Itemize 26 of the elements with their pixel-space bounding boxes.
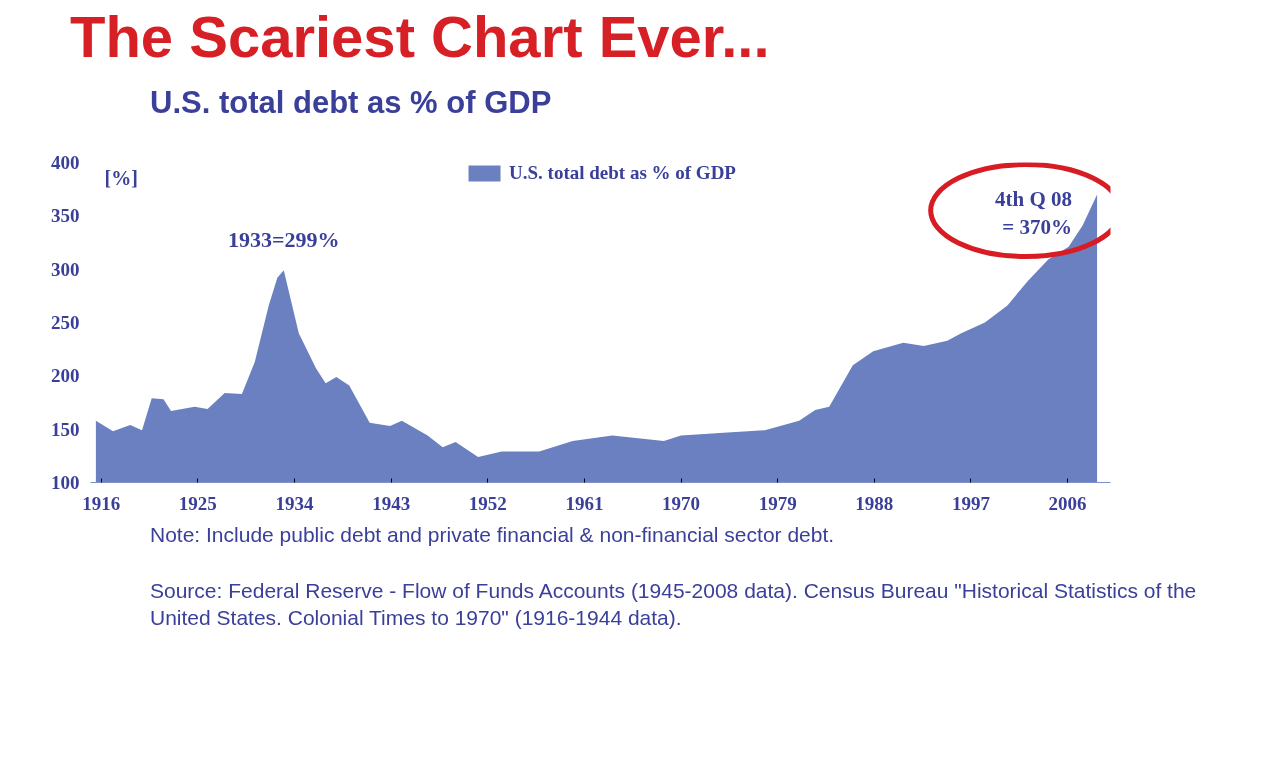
x-tick-label: 1988 bbox=[855, 492, 894, 514]
legend-label: U.S. total debt as % of GDP bbox=[509, 162, 736, 184]
y-tick-label: 200 bbox=[51, 365, 80, 387]
x-tick-label: 1916 bbox=[82, 492, 121, 514]
x-tick-label: 1952 bbox=[468, 492, 507, 514]
y-tick-label: 350 bbox=[51, 205, 80, 227]
y-axis-title: [%] bbox=[104, 166, 138, 189]
x-tick-label: 1961 bbox=[565, 492, 604, 514]
chart-subtitle: U.S. total debt as % of GDP bbox=[150, 84, 552, 122]
x-tick-label: 1943 bbox=[372, 492, 411, 514]
y-tick-label: 300 bbox=[51, 258, 80, 280]
y-tick-label: 250 bbox=[51, 312, 80, 333]
chart-title: The Scariest Chart Ever... bbox=[70, 4, 770, 69]
y-tick-label: 400 bbox=[51, 152, 80, 173]
source-note: Source: Federal Reserve - Flow of Funds Accounts (1945-2008 data). Census Bureau "Historical Statistics of the United States. Colonial Times to 1970" (1916-1944 data). bbox=[150, 578, 1198, 631]
x-tick-label: 1934 bbox=[275, 492, 314, 514]
y-tick-label: 150 bbox=[51, 418, 80, 440]
y-tick-label: 100 bbox=[51, 472, 80, 493]
x-tick-label: 1997 bbox=[951, 492, 991, 514]
annotation: 1933=299% bbox=[228, 227, 340, 253]
x-tick-label: 1970 bbox=[662, 492, 701, 514]
x-tick-label: 2006 bbox=[1048, 492, 1087, 514]
annotation: 4th Q 08 = 370% bbox=[995, 186, 1073, 240]
text: Note: Include public debt and private financial & non-financial sector debt. bbox=[150, 522, 835, 548]
x-tick-label: 1979 bbox=[758, 492, 797, 514]
x-tick-label: 1925 bbox=[178, 492, 217, 514]
